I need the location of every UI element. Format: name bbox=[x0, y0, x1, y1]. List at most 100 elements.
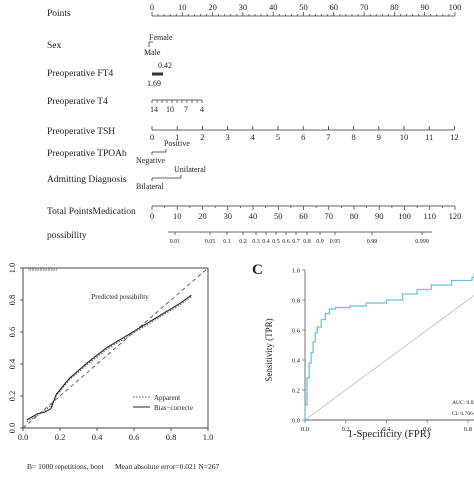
tpoab-tick-label: Negative bbox=[136, 156, 165, 165]
calibration-x-axis-label: Predicted possibility bbox=[91, 293, 149, 301]
total-points-tick-label: 40 bbox=[249, 211, 258, 221]
total-points-tick-label: 50 bbox=[274, 211, 283, 221]
total-points-tick-label: 110 bbox=[424, 211, 436, 221]
tsh-tick-label: 11 bbox=[425, 132, 433, 142]
tsh-tick-label: 10 bbox=[400, 132, 409, 142]
points-tick-label: 70 bbox=[360, 2, 369, 12]
calibration-panel: 0.0 0.2 0.4 0.6 0.8 1.0 0.0 0.2 0.4 0.6 0.8 1.0 Pred… bbox=[7, 263, 220, 471]
calibration-x-tick-label: 0.2 bbox=[55, 432, 66, 442]
points-tick-label: 50 bbox=[299, 2, 308, 12]
points-tick-label: 100 bbox=[449, 2, 462, 12]
nomogram-row-label: Preoperative T4 bbox=[47, 97, 108, 107]
total-points-tick-label: 80 bbox=[350, 211, 359, 221]
calibration-frame bbox=[22, 267, 209, 429]
total-points-tick-label: 70 bbox=[325, 211, 334, 221]
possibility-tick-label: 0.99 bbox=[367, 239, 378, 245]
calibration-x-tick-label: 0.8 bbox=[166, 432, 177, 442]
points-tick-label: 0 bbox=[150, 2, 154, 12]
total-points-tick-label: 120 bbox=[449, 211, 462, 221]
points-tick-label: 40 bbox=[269, 2, 278, 12]
diagnosis-tick-label: Unilateral bbox=[174, 165, 207, 174]
tsh-tick-label: 5 bbox=[276, 132, 280, 142]
calibration-x-tick-label: 0.0 bbox=[18, 432, 29, 442]
points-tick-label: 20 bbox=[208, 2, 217, 12]
calibration-footnote-right: Mean absolute error=0.021 N=267 bbox=[115, 462, 220, 471]
t4-tick-label: 7 bbox=[184, 105, 188, 114]
total-points-tick-label: 0 bbox=[150, 211, 154, 221]
roc-x-tick-label: 0.6 bbox=[423, 426, 432, 433]
total-points-tick-label: 20 bbox=[198, 211, 207, 221]
roc-chance-line bbox=[304, 295, 474, 421]
points-tick-label: 90 bbox=[420, 2, 429, 12]
sex-tick-label: Male bbox=[144, 48, 161, 57]
roc-ci-text: CI: 0.766- bbox=[452, 411, 474, 417]
tsh-tick-label: 8 bbox=[351, 132, 355, 142]
possibility-tick-label: 0.3 bbox=[252, 239, 260, 245]
roc-x-tick-label: 0.2 bbox=[342, 426, 350, 433]
nomogram-panel: Points Sex Preoperative FT4 Preoperative T4… bbox=[47, 2, 461, 245]
calibration-bias-corrected-line bbox=[26, 294, 192, 421]
possibility-tick-label: 0.7 bbox=[292, 239, 300, 245]
calibration-y-tick-label: 0.2 bbox=[7, 391, 17, 402]
total-points-tick-label: 30 bbox=[224, 211, 233, 221]
roc-y-tick-label: 0.4 bbox=[292, 358, 301, 365]
calibration-footnote-left: B= 1000 repetitions, boot bbox=[27, 462, 105, 471]
possibility-tick-label: 0.8 bbox=[303, 239, 311, 245]
nomogram-row-label: Sex bbox=[47, 41, 62, 51]
roc-y-tick-label: 0.2 bbox=[292, 388, 300, 395]
tsh-tick-label: 4 bbox=[251, 132, 256, 142]
possibility-tick-label: 0.6 bbox=[282, 239, 290, 245]
total-points-tick-label: 90 bbox=[375, 211, 384, 221]
calibration-y-tick-label: 1.0 bbox=[7, 263, 17, 274]
calibration-y-tick-label: 0.0 bbox=[7, 423, 17, 434]
possibility-tick-label: 0.999 bbox=[415, 239, 429, 245]
possibility-tick-label: 0.2 bbox=[239, 239, 247, 245]
nomogram-row-label: Total PointsMedication bbox=[47, 207, 136, 217]
calibration-y-tick-label: 0.4 bbox=[7, 358, 17, 369]
tsh-tick-label: 2 bbox=[200, 132, 204, 142]
points-tick-label: 80 bbox=[390, 2, 399, 12]
possibility-tick-label: 0.4 bbox=[262, 239, 270, 245]
tsh-tick-label: 1 bbox=[175, 132, 179, 142]
nomogram-row-label: Admitting Diagnosis bbox=[47, 175, 127, 185]
calibration-y-tick-label: 0.6 bbox=[7, 327, 17, 338]
roc-panel: C 0.0 0.2 0.4 0.6 0.8 1.0 0.0 0.2 0.4 0.6 0.8 Sensit… bbox=[252, 262, 474, 440]
roc-curve bbox=[304, 273, 474, 420]
possibility-tick-label: 0.5 bbox=[272, 239, 280, 245]
roc-panel-label: C bbox=[252, 262, 263, 278]
nomogram-row-label: possibility bbox=[47, 231, 87, 241]
calibration-apparent-line bbox=[26, 296, 192, 422]
tsh-tick-label: 6 bbox=[301, 132, 305, 142]
t4-tick-label: 14 bbox=[150, 105, 158, 114]
possibility-tick-label: 0.9 bbox=[316, 239, 324, 245]
ft4-axis-bar bbox=[152, 72, 163, 76]
calibration-x-tick-label: 0.6 bbox=[129, 432, 140, 442]
points-tick-label: 60 bbox=[330, 2, 339, 12]
t4-tick-label: 4 bbox=[200, 105, 204, 114]
tsh-tick-label: 7 bbox=[326, 132, 330, 142]
roc-y-axis-label: Sensitivity (TPR) bbox=[264, 318, 274, 381]
sex-tick-label: Female bbox=[149, 33, 173, 42]
points-tick-label: 10 bbox=[178, 2, 187, 12]
tpoab-tick-label: Positive bbox=[164, 139, 190, 148]
nomogram-row-label: Points bbox=[47, 9, 71, 19]
roc-y-tick-label: 1.0 bbox=[292, 268, 300, 275]
legend-apparent-label: Apparent bbox=[154, 394, 180, 402]
calibration-x-tick-label: 0.4 bbox=[92, 432, 103, 442]
roc-x-axis-label: 1-Specificity (FPR) bbox=[348, 429, 431, 440]
calibration-y-tick-label: 0.8 bbox=[7, 295, 17, 306]
roc-y-tick-label: 0.0 bbox=[292, 418, 300, 425]
calibration-x-tick-label: 1.0 bbox=[203, 432, 214, 442]
possibility-tick-label: 0.05 bbox=[205, 239, 216, 245]
tsh-tick-label: 12 bbox=[450, 132, 459, 142]
calibration-ideal-line bbox=[22, 267, 209, 429]
roc-y-tick-label: 0.6 bbox=[292, 328, 301, 335]
roc-auc-text: AUC: 0.82 bbox=[452, 400, 474, 406]
t4-tick-label: 10 bbox=[166, 105, 174, 114]
total-points-tick-label: 60 bbox=[299, 211, 308, 221]
legend-bias-corrected-label: Bias−correcte bbox=[154, 404, 193, 412]
total-points-tick-label: 100 bbox=[398, 211, 411, 221]
ft4-tick-label: 0.42 bbox=[158, 61, 172, 70]
